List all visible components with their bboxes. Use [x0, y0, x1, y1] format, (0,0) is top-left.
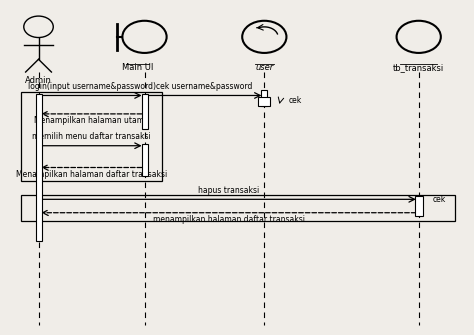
- Text: cek: cek: [289, 96, 302, 105]
- Text: Menampilkan halaman daftar transaksi: Menampilkan halaman daftar transaksi: [16, 170, 167, 179]
- Bar: [261, 90, 267, 106]
- Bar: [258, 97, 270, 106]
- Bar: [415, 196, 423, 216]
- Text: Admin: Admin: [25, 76, 52, 85]
- Text: menampilkan halaman daftar transaksi: menampilkan halaman daftar transaksi: [153, 215, 305, 224]
- Bar: [142, 94, 147, 129]
- Text: cek: cek: [433, 195, 446, 204]
- Bar: [36, 94, 42, 241]
- Bar: [21, 195, 455, 221]
- Bar: [21, 92, 162, 181]
- Text: hapus transaksi: hapus transaksi: [198, 186, 259, 195]
- Text: login(input username&password): login(input username&password): [27, 82, 155, 91]
- Text: cek username&password: cek username&password: [156, 82, 253, 91]
- Bar: [142, 144, 147, 176]
- Text: Main UI: Main UI: [122, 63, 154, 72]
- Text: Menampilkan halaman utama: Menampilkan halaman utama: [34, 116, 149, 125]
- Text: user: user: [255, 63, 273, 72]
- Text: memilih menu daftar transaksi: memilih menu daftar transaksi: [32, 132, 151, 141]
- Text: tb_transaksi: tb_transaksi: [393, 63, 444, 72]
